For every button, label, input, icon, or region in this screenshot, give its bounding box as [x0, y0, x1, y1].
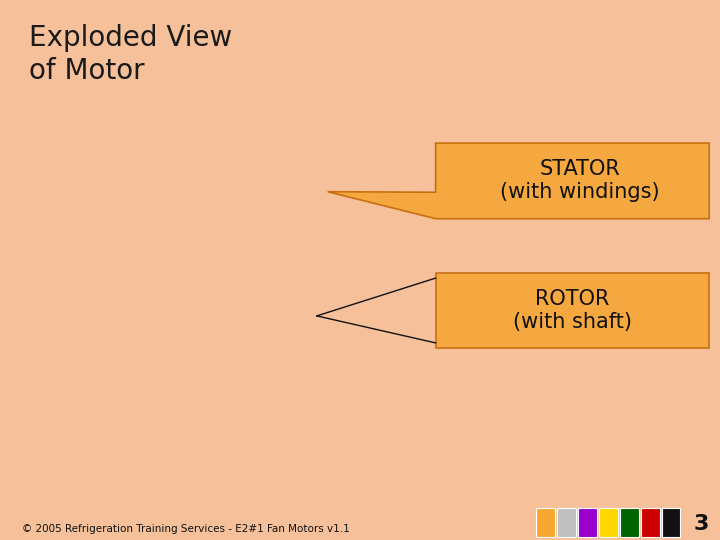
Text: STATOR
(with windings): STATOR (with windings) — [500, 159, 660, 202]
Bar — [620, 508, 639, 537]
Text: 3: 3 — [694, 514, 709, 534]
Text: Exploded View
of Motor: Exploded View of Motor — [29, 24, 232, 85]
Bar — [578, 508, 597, 537]
Polygon shape — [328, 143, 709, 219]
FancyBboxPatch shape — [436, 273, 709, 348]
Bar — [662, 508, 680, 537]
Bar — [557, 508, 576, 537]
Text: ROTOR
(with shaft): ROTOR (with shaft) — [513, 289, 632, 332]
Bar — [536, 508, 555, 537]
Bar — [641, 508, 660, 537]
Bar — [599, 508, 618, 537]
Text: © 2005 Refrigeration Training Services - E2#1 Fan Motors v1.1: © 2005 Refrigeration Training Services -… — [22, 523, 349, 534]
